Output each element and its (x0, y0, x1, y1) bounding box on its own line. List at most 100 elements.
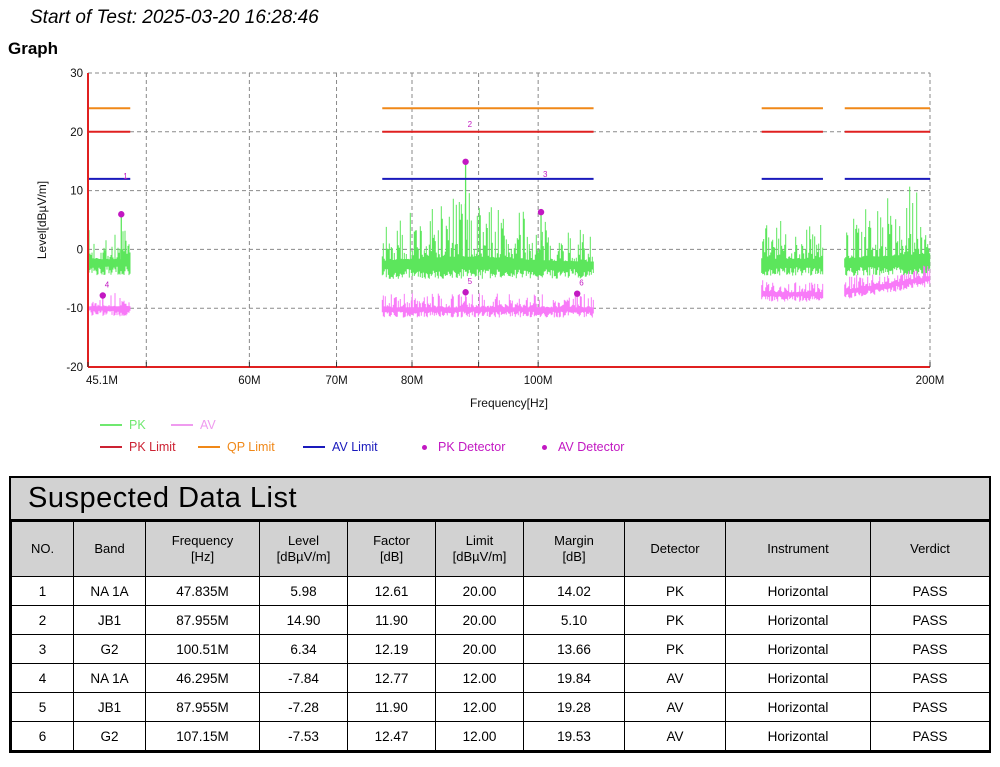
table-cell: 19.53 (523, 721, 625, 751)
column-header: NO. (11, 521, 74, 577)
table-cell: 12.77 (347, 663, 436, 693)
table-cell: 11.90 (347, 692, 436, 722)
y-tick-label--10: -10 (66, 303, 83, 315)
legend-item-av-limit: AV Limit (303, 440, 415, 454)
marker-label-6: 6 (579, 279, 584, 288)
legend-label: AV Detector (558, 440, 625, 454)
table-cell: G2 (73, 721, 146, 751)
column-header: Detector (624, 521, 726, 577)
trace-pk (761, 221, 824, 276)
table-cell: Horizontal (725, 663, 871, 693)
x-axis-title: Frequency[Hz] (470, 396, 548, 410)
trace-av (844, 265, 931, 299)
table-cell: PK (624, 576, 726, 606)
legend-label: AV Limit (332, 440, 378, 454)
table-row: 4 NA 1A 46.295M -7.84 12.77 12.00 19.84 AV Horiz… (11, 663, 990, 693)
y-tick-label-20: 20 (70, 127, 83, 139)
table-cell: -7.28 (259, 692, 348, 722)
x-tick-label-70M: 70M (325, 375, 347, 387)
table-cell: 12.00 (435, 663, 524, 693)
column-header: Instrument (725, 521, 871, 577)
table-row: 2 JB1 87.955M 14.90 11.90 20.00 5.10 PK Horizont… (11, 605, 990, 635)
chart-legend: PK AV PK Limit QP Limit AV Limit PK Detector A… (100, 417, 1000, 455)
legend-item-pk: PK (100, 418, 171, 432)
table-cell: Horizontal (725, 721, 871, 751)
column-header: Verdict (870, 521, 990, 577)
trace-av (87, 293, 131, 317)
legend-line-swatch (171, 424, 193, 426)
marker-label-3: 3 (543, 170, 548, 179)
column-header: Band (73, 521, 146, 577)
marker-label-4: 4 (105, 280, 110, 289)
table-cell: 6.34 (259, 634, 348, 664)
legend-line-swatch (303, 446, 325, 448)
table-cell: 5 (11, 692, 74, 722)
marker-dot-3 (537, 208, 545, 216)
legend-label: AV (200, 418, 216, 432)
column-header: Level [dBµV/m] (259, 521, 348, 577)
trace-av (761, 280, 824, 302)
legend-item-qp-limit: QP Limit (198, 440, 303, 454)
trace-pk (87, 230, 131, 276)
table-cell: 5.98 (259, 576, 348, 606)
trace-pk (844, 186, 931, 276)
marker-label-2: 2 (468, 120, 473, 129)
x-tick-label-200M: 200M (916, 375, 945, 387)
column-header: Limit [dBµV/m] (435, 521, 524, 577)
table-cell: PK (624, 634, 726, 664)
suspected-data-list: Suspected Data List NO. Band Frequency [Hz… (9, 476, 991, 753)
table-cell: 13.66 (523, 634, 625, 664)
suspected-data-table: NO. Band Frequency [Hz] Level [dBµV/m] Facto… (11, 521, 990, 751)
column-header: Factor [dB] (347, 521, 436, 577)
x-tick-label-80M: 80M (401, 375, 423, 387)
table-cell: 100.51M (145, 634, 260, 664)
x-tick-label-100M: 100M (524, 375, 553, 387)
legend-label: PK Limit (129, 440, 176, 454)
table-cell: NA 1A (73, 576, 146, 606)
legend-dot-swatch (422, 444, 427, 450)
table-cell: 87.955M (145, 605, 260, 635)
table-cell: 4 (11, 663, 74, 693)
legend-row-1: PK AV (100, 417, 1000, 433)
table-cell: PASS (870, 692, 990, 722)
trace-pk (381, 193, 594, 279)
table-cell: 1 (11, 576, 74, 606)
table-cell: 87.955M (145, 692, 260, 722)
table-cell: Horizontal (725, 605, 871, 635)
table-cell: PASS (870, 721, 990, 751)
table-cell: NA 1A (73, 663, 146, 693)
table-cell: 2 (11, 605, 74, 635)
x-tick-label-45.1M: 45.1M (86, 375, 118, 387)
marker-dot-6 (573, 290, 581, 297)
marker-dot-4 (99, 292, 106, 299)
trace-av (381, 293, 594, 318)
table-cell: PASS (870, 605, 990, 635)
legend-line-swatch (100, 446, 122, 448)
table-cell: 19.84 (523, 663, 625, 693)
table-cell: 47.835M (145, 576, 260, 606)
table-cell: PASS (870, 663, 990, 693)
table-cell: 12.00 (435, 721, 524, 751)
table-cell: 14.90 (259, 605, 348, 635)
table-cell: 19.28 (523, 692, 625, 722)
legend-label: PK Detector (438, 440, 506, 454)
column-header: Margin [dB] (523, 521, 625, 577)
column-header: Frequency [Hz] (145, 521, 260, 577)
legend-dot-swatch (542, 444, 547, 450)
table-cell: PASS (870, 634, 990, 664)
legend-item-pk-detector: PK Detector (415, 440, 535, 454)
table-cell: 20.00 (435, 576, 524, 606)
marker-dot-2 (462, 158, 469, 165)
table-cell: 107.15M (145, 721, 260, 751)
table-cell: AV (624, 692, 726, 722)
legend-item-av: AV (171, 418, 216, 432)
table-title: Suspected Data List (11, 478, 989, 521)
legend-item-av-detector: AV Detector (535, 440, 624, 454)
table-cell: JB1 (73, 692, 146, 722)
start-of-test-title: Start of Test: 2025-03-20 16:28:46 (30, 7, 319, 28)
table-row: 3 G2 100.51M 6.34 12.19 20.00 13.66 PK Horizonta… (11, 634, 990, 664)
x-tick-label-60M: 60M (238, 375, 260, 387)
table-cell: -7.84 (259, 663, 348, 693)
table-cell: 12.47 (347, 721, 436, 751)
table-row: 5 JB1 87.955M -7.28 11.90 12.00 19.28 AV Horizon… (11, 692, 990, 722)
